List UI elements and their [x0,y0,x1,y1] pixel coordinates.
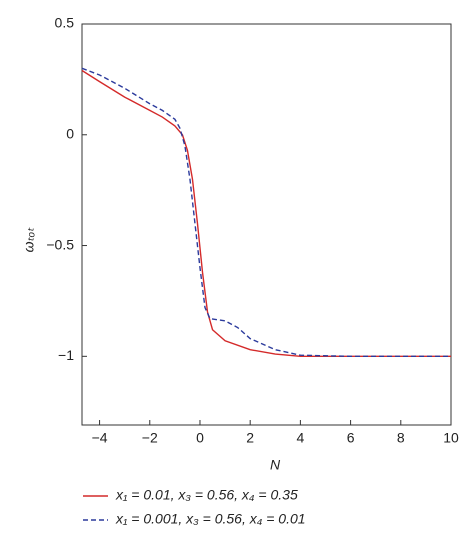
plot-frame [81,23,452,426]
y-tick-label: −1 [58,347,74,363]
x-tick-label: 4 [296,430,304,446]
x-tick-label: 8 [397,430,405,446]
series-line [81,69,451,358]
x-tick-label: −2 [142,430,158,446]
x-tick-label: 10 [443,430,459,446]
legend-label: x₁ = 0.01, x₃ = 0.56, x₄ = 0.35 [115,487,298,503]
x-tick-label: 0 [196,430,204,446]
y-tick-label: 0.5 [55,15,75,31]
y-axis-label: ωₜₒₜ [21,227,37,253]
x-tick-label: 6 [347,430,355,446]
y-tick-label: 0 [66,125,74,141]
x-tick-label: −4 [92,430,108,446]
series-line [81,67,451,358]
x-axis-label: N [270,457,281,473]
y-tick-label: −0.5 [46,236,74,252]
legend-label: x₁ = 0.001, x₃ = 0.56, x₄ = 0.01 [115,511,306,527]
x-tick-label: 2 [246,430,254,446]
